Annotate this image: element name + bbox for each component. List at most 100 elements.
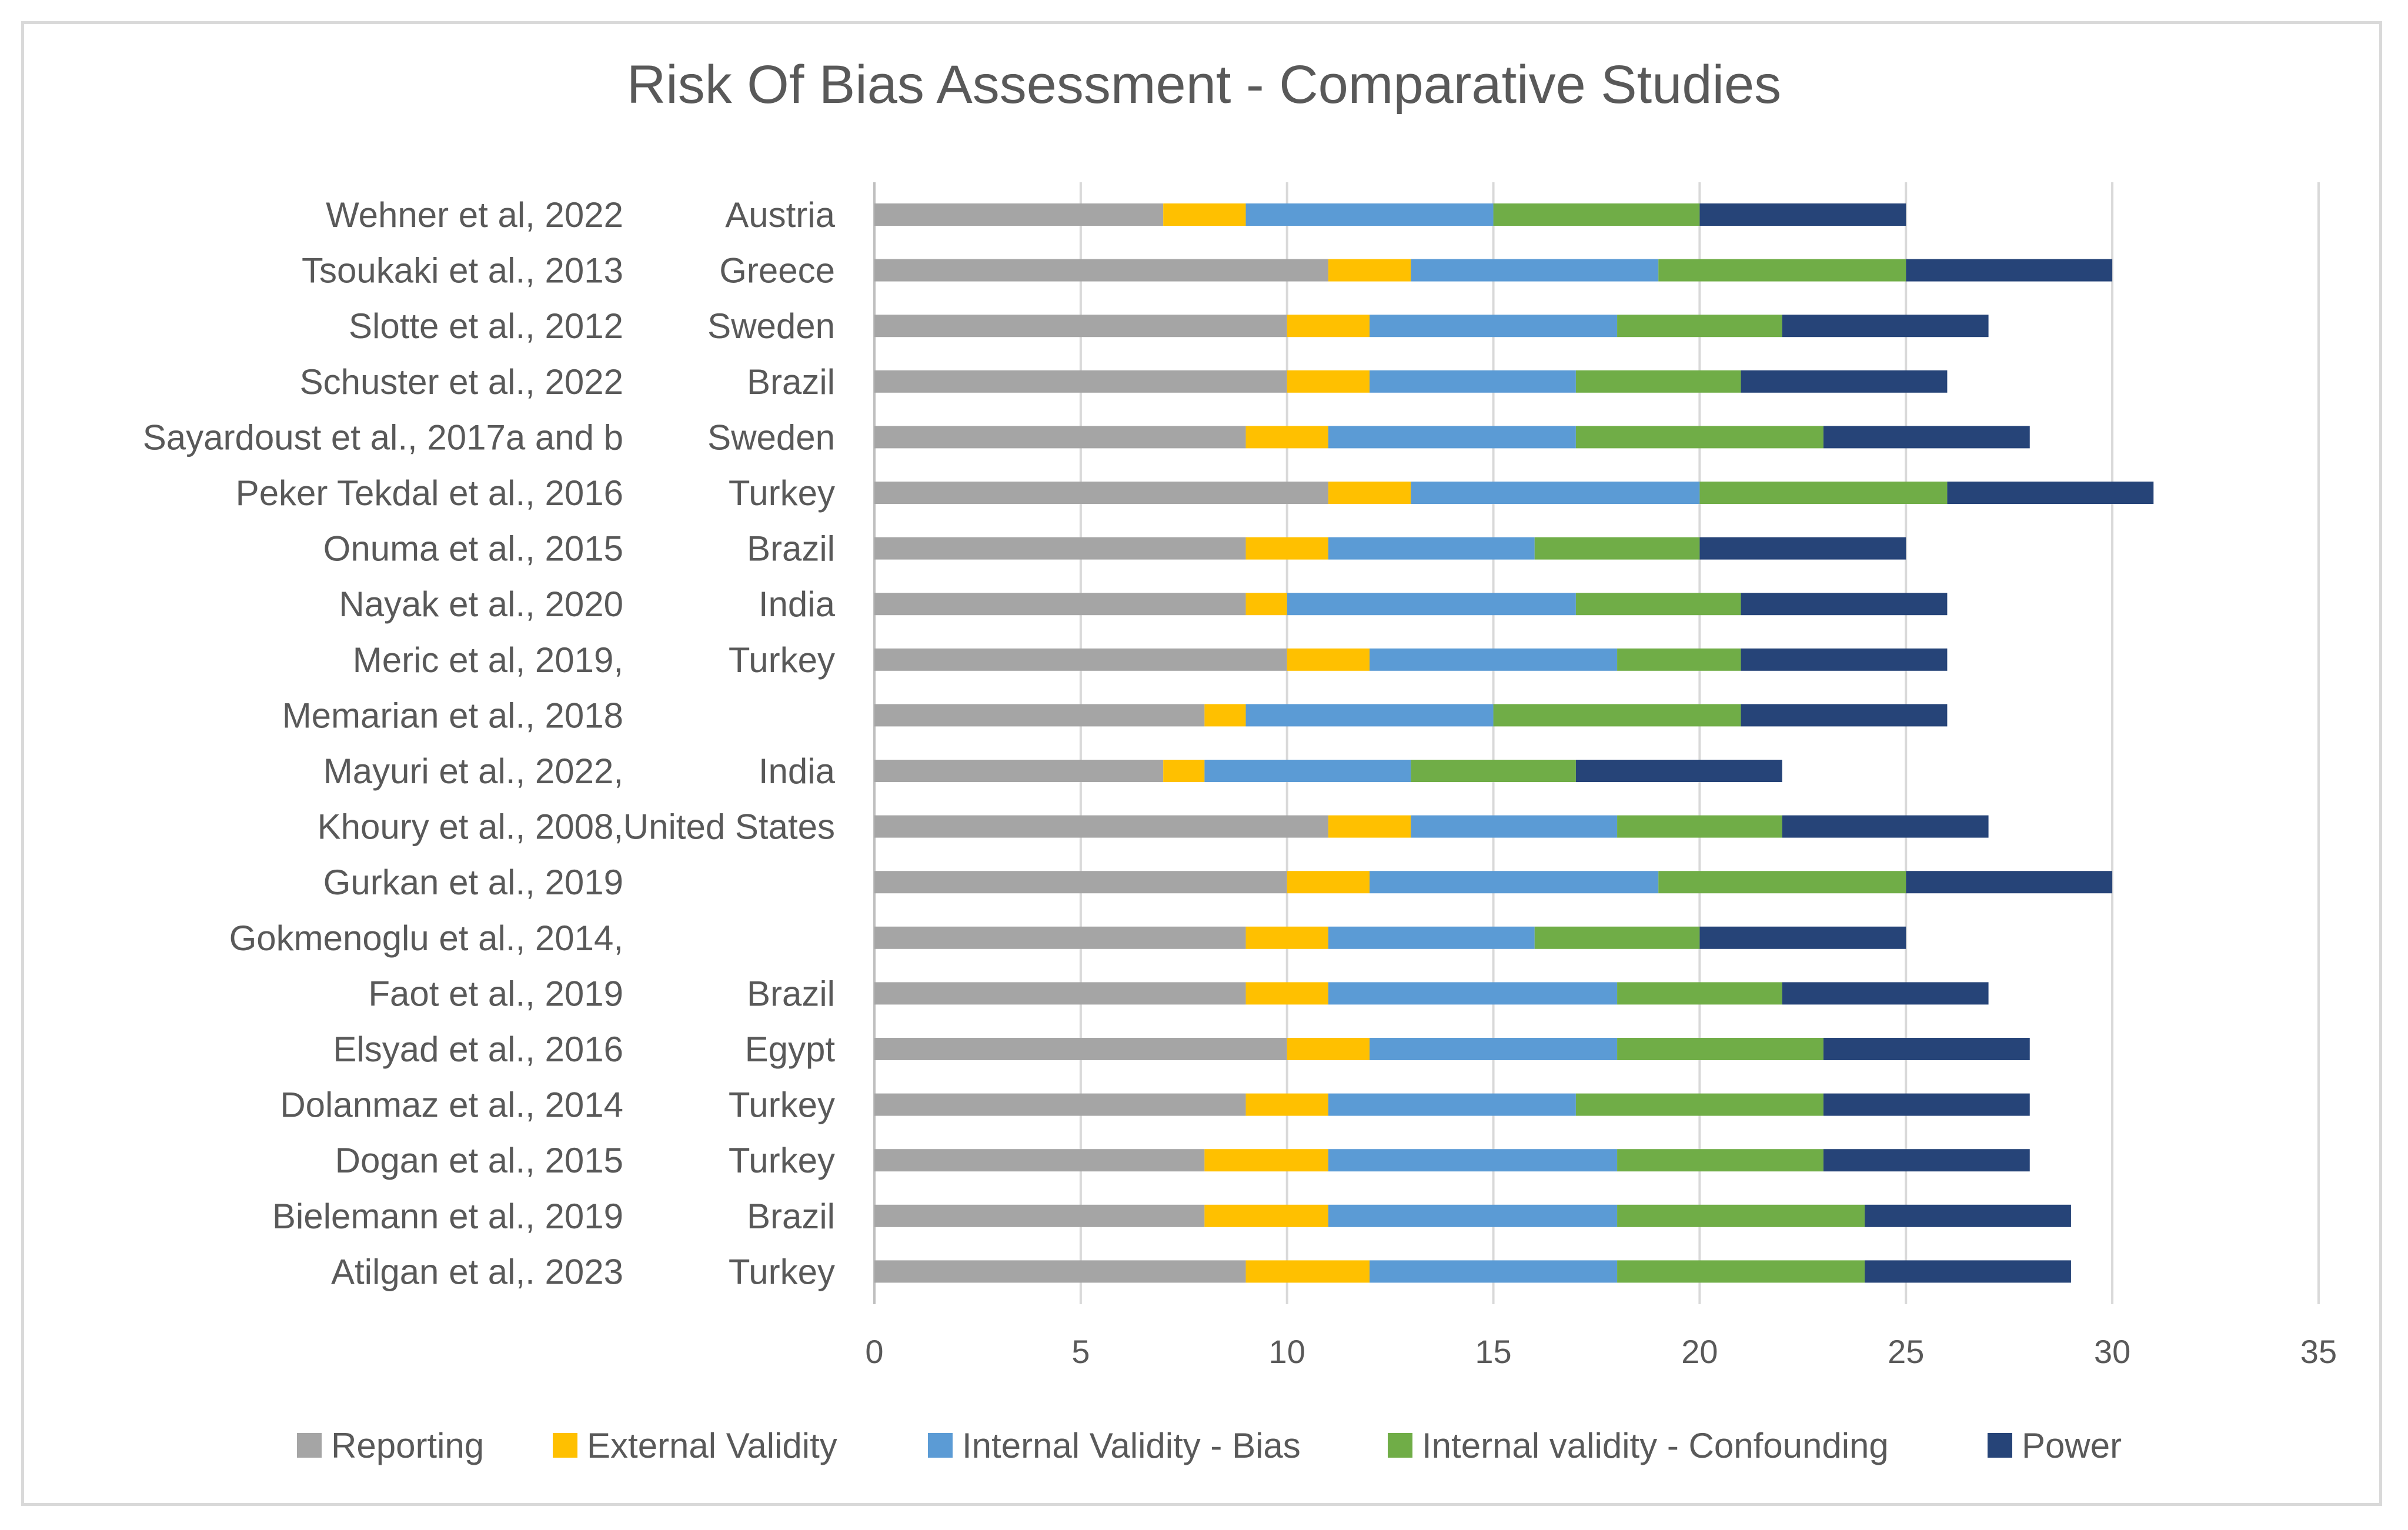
bar-segment xyxy=(1782,315,1989,338)
bar-segment xyxy=(874,760,1164,782)
study-label: Faot et al., 2019 xyxy=(368,974,623,1013)
bar-segment xyxy=(1865,1260,2071,1283)
legend-label: External Validity xyxy=(587,1425,837,1465)
study-label: Mayuri et al., 2022, xyxy=(323,751,623,791)
bar-segment xyxy=(1658,259,1906,282)
study-label: Nayak et al., 2020 xyxy=(339,584,623,624)
bar-segment xyxy=(1947,482,2154,504)
legend-item: Internal Validity - Bias xyxy=(928,1422,1301,1469)
country-label: United States xyxy=(623,807,835,847)
bar-segment xyxy=(1287,1038,1370,1060)
bar-segment xyxy=(1328,259,1411,282)
bar-segment xyxy=(1699,482,1948,504)
bar-segment xyxy=(1328,1204,1618,1227)
bar-segment xyxy=(874,982,1246,1005)
study-label: Dolanmaz et al., 2014 xyxy=(280,1085,623,1125)
bar-segment xyxy=(874,1149,1205,1172)
bar-segment xyxy=(1245,926,1328,949)
study-label: Sayardoust et al., 2017a and b xyxy=(143,417,623,457)
x-tick-label: 5 xyxy=(1071,1333,1090,1370)
bar-segment xyxy=(1575,760,1782,782)
bar-segment xyxy=(1204,1204,1328,1227)
country-label: Turkey xyxy=(729,1141,835,1180)
bar-segment xyxy=(874,815,1328,838)
x-tick-label: 10 xyxy=(1269,1333,1305,1370)
bar-segment xyxy=(1328,426,1576,449)
bar-segment xyxy=(1370,871,1659,894)
x-tick-label: 35 xyxy=(2300,1333,2337,1370)
country-label: Brazil xyxy=(747,362,835,402)
bar-segment xyxy=(1287,593,1576,616)
bar-segment xyxy=(874,203,1164,226)
bar-segment xyxy=(1411,259,1659,282)
bar-segment xyxy=(1699,926,1906,949)
bar-segment xyxy=(1617,1038,1823,1060)
bar-segment xyxy=(1617,1260,1865,1283)
bar-segment xyxy=(874,1038,1287,1060)
bar-segment xyxy=(874,593,1246,616)
bar-segment xyxy=(1575,426,1823,449)
bar-segment xyxy=(1328,926,1535,949)
country-label: India xyxy=(759,751,836,791)
bar-segment xyxy=(874,537,1246,560)
bar-segment xyxy=(1287,871,1370,894)
bar-segment xyxy=(1245,1260,1370,1283)
x-tick-label: 30 xyxy=(2094,1333,2130,1370)
x-tick-label: 15 xyxy=(1475,1333,1511,1370)
bar-segment xyxy=(1328,537,1535,560)
country-label: Turkey xyxy=(729,1085,835,1125)
legend-label: Internal validity - Confounding xyxy=(1422,1425,1889,1465)
bar-segment xyxy=(1534,926,1700,949)
country-label: Turkey xyxy=(729,473,835,513)
study-label: Memarian et al., 2018 xyxy=(282,696,623,735)
study-label: Onuma et al., 2015 xyxy=(323,529,623,569)
bar-segment xyxy=(874,871,1287,894)
country-label: India xyxy=(759,584,836,624)
study-label: Gokmenoglu et al., 2014, xyxy=(229,918,623,958)
bar-segment xyxy=(874,482,1328,504)
study-label: Peker Tekdal et al., 2016 xyxy=(236,473,623,513)
bar-segment xyxy=(874,370,1287,393)
bar-segment xyxy=(874,648,1287,671)
bar-segment xyxy=(1411,815,1618,838)
bar-segment xyxy=(1617,1149,1823,1172)
legend-item: Internal validity - Confounding xyxy=(1388,1422,1889,1469)
legend-item: External Validity xyxy=(553,1422,837,1469)
bar-segment xyxy=(1617,648,1741,671)
country-label: Brazil xyxy=(747,974,835,1013)
bar-segment xyxy=(874,426,1246,449)
chart-legend: Reporting External Validity Internal Valid… xyxy=(0,1422,2408,1469)
bar-segment xyxy=(1575,1093,1823,1116)
bar-segment xyxy=(1823,1149,2030,1172)
bar-segment xyxy=(1370,370,1576,393)
bar-segment xyxy=(1204,760,1411,782)
chart-title: Risk Of Bias Assessment - Comparative St… xyxy=(626,55,1782,115)
x-tick-label: 25 xyxy=(1888,1333,1924,1370)
bar-segment xyxy=(874,315,1287,338)
legend-swatch xyxy=(553,1433,577,1458)
bar-segment xyxy=(1658,871,1906,894)
bar-segment xyxy=(874,1204,1205,1227)
bar-segment xyxy=(1699,203,1906,226)
bar-segment xyxy=(1823,426,2030,449)
country-label: Egypt xyxy=(745,1030,836,1069)
country-label: Sweden xyxy=(707,417,835,457)
bar-segment xyxy=(1328,1093,1576,1116)
study-label: Meric et al, 2019, xyxy=(353,640,623,680)
bar-segment xyxy=(1287,315,1370,338)
bar-segment xyxy=(1411,760,1576,782)
bar-segment xyxy=(1245,593,1287,616)
bar-segment xyxy=(874,1260,1246,1283)
bar-segment xyxy=(1865,1204,2071,1227)
bar-segment xyxy=(1287,648,1370,671)
bar-segment xyxy=(1617,815,1782,838)
bar-segment xyxy=(1782,982,1989,1005)
country-label: Brazil xyxy=(747,529,835,569)
country-label: Brazil xyxy=(747,1197,835,1236)
study-label: Schuster et al., 2022 xyxy=(300,362,623,402)
bar-segment xyxy=(1370,1038,1618,1060)
bar-segment xyxy=(1245,203,1494,226)
bar-segment xyxy=(1823,1038,2030,1060)
bar-segment xyxy=(1204,1149,1328,1172)
